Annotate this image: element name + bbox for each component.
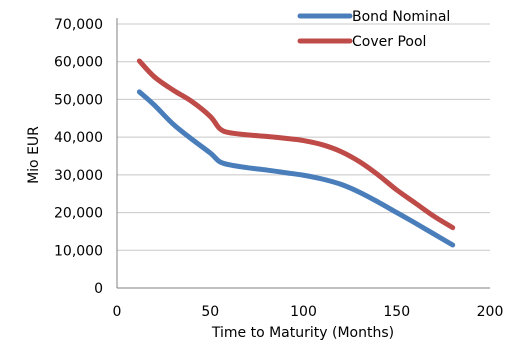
y-tick-label: 50,000 [54,92,103,108]
y-tick-labels: 0 10,000 20,000 30,000 40,000 50,000 60,000 70,… [54,17,103,297]
x-tick-label: 200 [477,304,504,320]
x-tick-label: 50 [201,304,219,320]
series-line-bond-nominal [136,89,456,248]
series-lines [136,58,456,248]
series-line-cover-pool [136,58,456,231]
y-tick-label: 70,000 [54,17,103,33]
y-tick-label: 0 [94,281,103,297]
legend-label: Bond Nominal [352,9,450,25]
y-axis-title: Mio EUR [26,126,42,184]
x-tick-label: 150 [383,304,410,320]
y-tick-label: 20,000 [54,206,103,222]
x-tick-labels: 0 50 100 150 200 [113,304,504,320]
x-tick-label: 100 [290,304,317,320]
axes [116,18,490,289]
legend: Bond Nominal Cover Pool [297,9,450,50]
y-tick-label: 10,000 [54,243,103,259]
x-tick-label: 0 [113,304,122,320]
legend-label: Cover Pool [352,34,426,50]
x-axis-title: Time to Maturity (Months) [211,325,394,340]
y-tick-label: 60,000 [54,55,103,71]
y-tick-label: 30,000 [54,168,103,184]
y-tick-label: 40,000 [54,130,103,146]
